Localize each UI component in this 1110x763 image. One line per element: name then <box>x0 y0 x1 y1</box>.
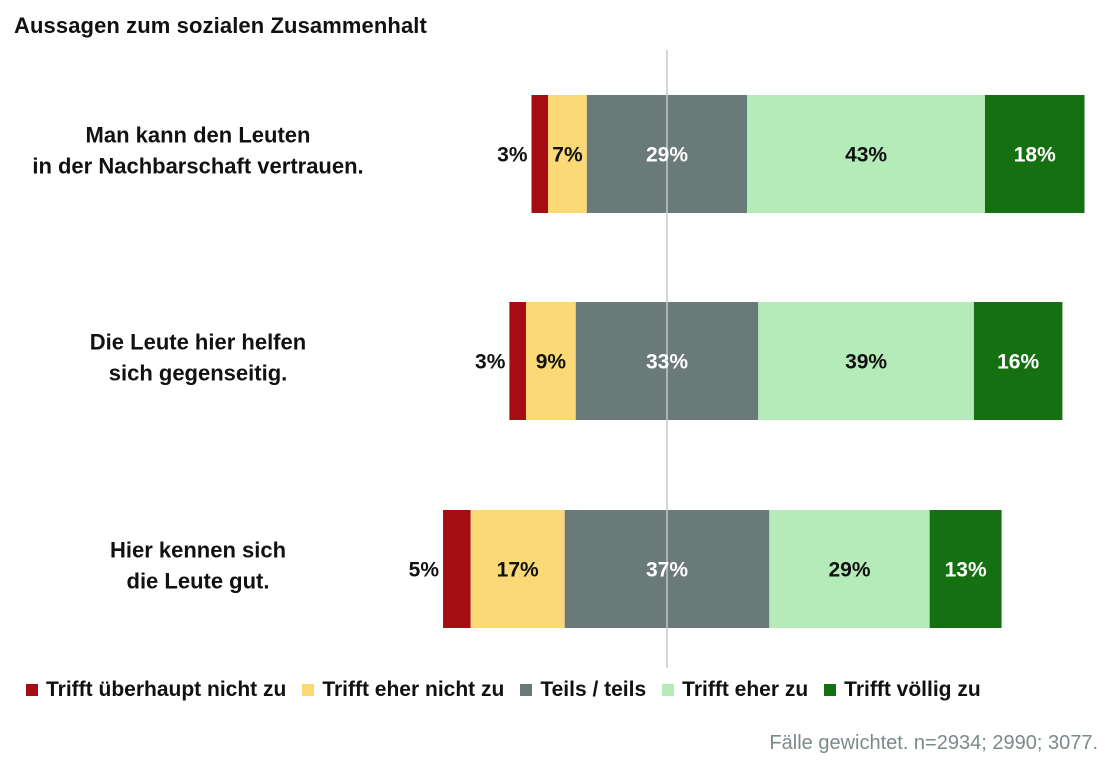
data-label: 37% <box>646 559 688 582</box>
legend-label: Trifft eher nicht zu <box>322 678 505 701</box>
bar-segment <box>531 95 549 213</box>
legend-item: Teils / teils <box>520 678 646 702</box>
bar-segment <box>509 302 526 420</box>
legend-swatch <box>824 684 837 696</box>
data-label: 13% <box>945 559 987 582</box>
bar-segment <box>443 510 471 628</box>
legend-swatch <box>26 684 38 696</box>
bar-segment <box>973 302 1063 420</box>
bar-segment <box>984 95 1085 213</box>
bar-segment <box>548 95 587 213</box>
category-label: Hier kennen sich <box>110 537 286 562</box>
data-label: 17% <box>497 559 539 582</box>
label-group: 3% 7% 29% 43% 18% Man kann den Leuten in der N… <box>32 122 1056 593</box>
data-label: 3% <box>475 351 506 374</box>
legend-item: Trifft eher zu <box>662 678 808 702</box>
legend-label: Trifft völlig zu <box>844 678 981 701</box>
category-label: in der Nachbarschaft vertrauen. <box>32 153 363 178</box>
data-label: 29% <box>646 144 688 167</box>
data-label: 9% <box>536 351 567 374</box>
bar-segment <box>525 302 576 420</box>
bar-segment <box>470 510 565 628</box>
data-label: 29% <box>828 559 870 582</box>
legend-item: Trifft eher nicht zu <box>302 678 504 702</box>
bar-segment <box>769 510 930 628</box>
legend-label: Trifft eher zu <box>682 678 809 701</box>
chart-title: Aussagen zum sozialen Zusammenhalt <box>14 13 427 38</box>
bar-segment <box>929 510 1002 628</box>
category-label: die Leute gut. <box>127 568 270 593</box>
data-label: 16% <box>997 351 1039 374</box>
legend-item: Trifft völlig zu <box>824 678 981 702</box>
data-label: 5% <box>409 559 440 582</box>
category-label: sich gegenseitig. <box>109 360 288 385</box>
data-label: 18% <box>1014 144 1056 167</box>
category-label: Man kann den Leuten <box>86 122 311 147</box>
legend-item: Trifft überhaupt nicht zu <box>26 678 286 702</box>
data-label: 39% <box>845 351 887 374</box>
legend-swatch <box>520 684 533 696</box>
sample-note: Fälle gewichtet. n=2934; 2990; 3077. <box>769 732 1098 754</box>
data-label: 3% <box>497 144 528 167</box>
legend-swatch <box>662 684 675 696</box>
data-label: 33% <box>646 351 688 374</box>
bar-segment <box>747 95 985 213</box>
legend: Trifft überhaupt nicht zu Trifft eher nic… <box>26 678 997 702</box>
legend-label: Trifft überhaupt nicht zu <box>46 678 287 701</box>
data-label: 43% <box>845 144 887 167</box>
category-label: Die Leute hier helfen <box>90 329 306 354</box>
bar-segment <box>758 302 974 420</box>
data-label: 7% <box>552 144 583 167</box>
legend-label: Teils / teils <box>540 678 647 701</box>
legend-swatch <box>302 684 315 696</box>
